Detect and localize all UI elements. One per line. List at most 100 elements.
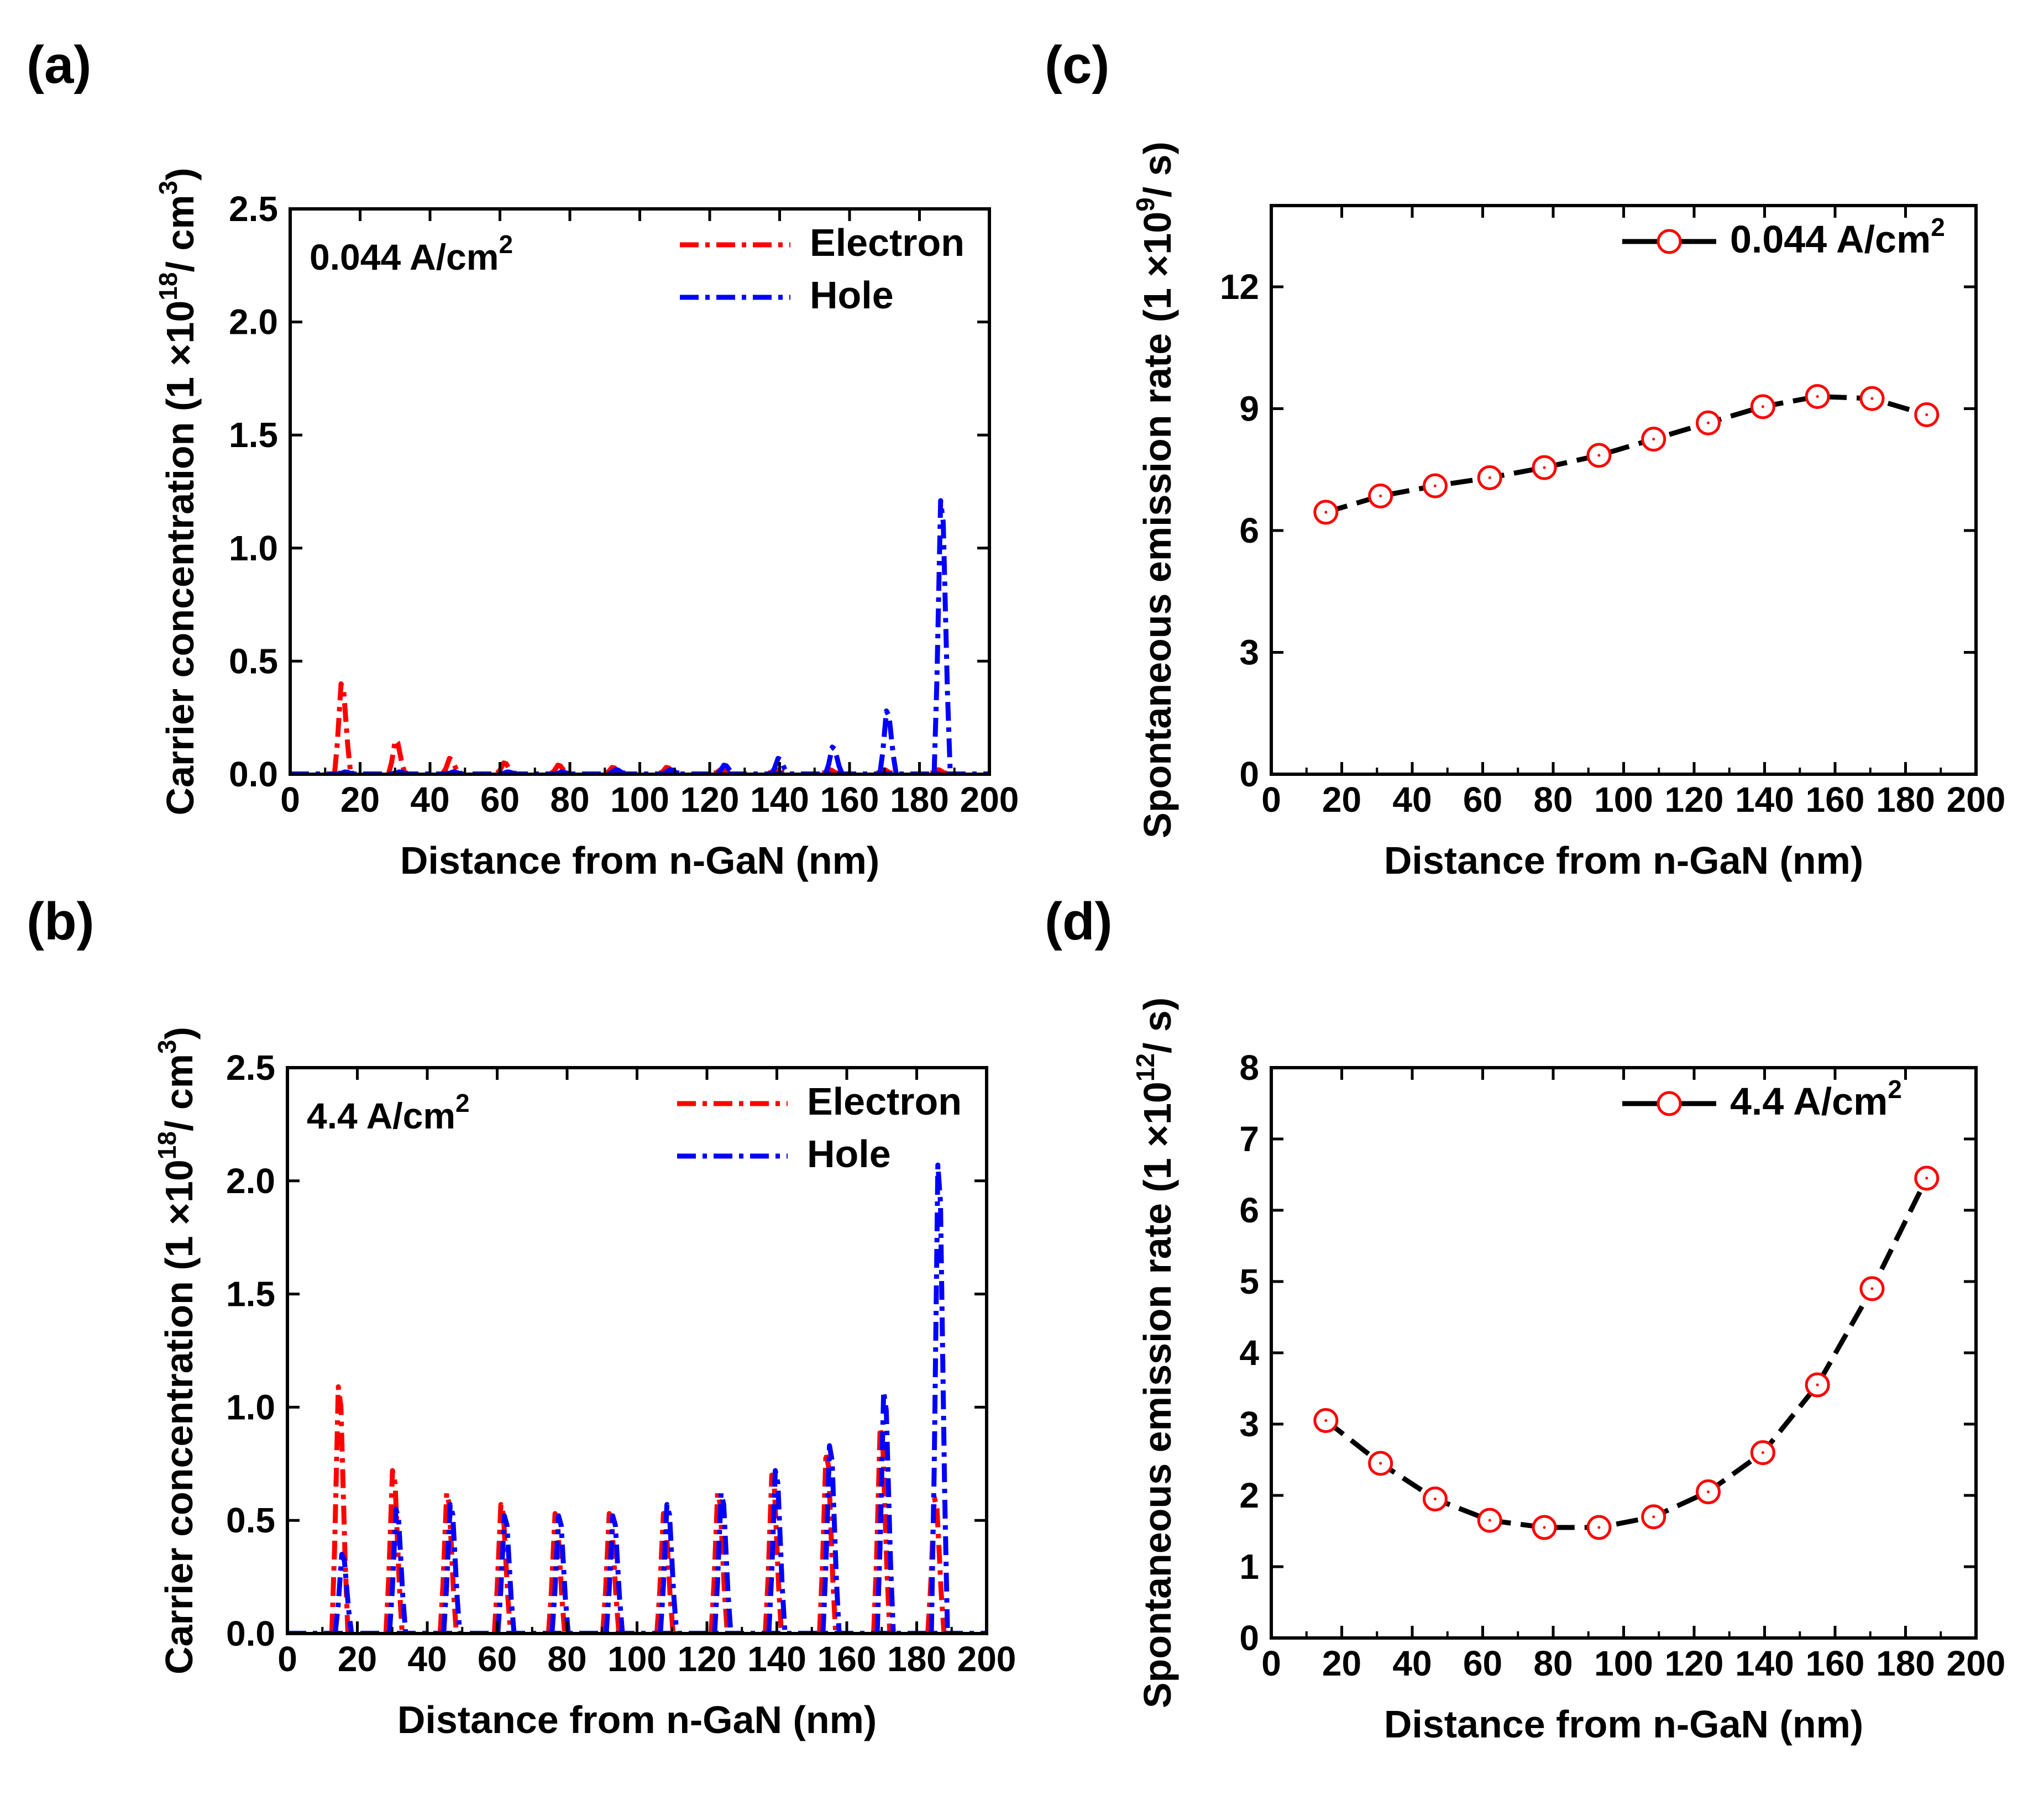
x-tick-label: 140 — [747, 1639, 806, 1679]
well-peak-hole — [549, 1513, 571, 1633]
x-tick-label: 0 — [277, 1639, 297, 1679]
x-tick-label: 20 — [1322, 780, 1361, 820]
x-tick-label: 160 — [1806, 1644, 1865, 1683]
y-tick-label: 2.0 — [229, 302, 278, 342]
y-tick-label: 1.0 — [226, 1387, 275, 1427]
y-tick-label: 6 — [1239, 511, 1259, 550]
data-point-center — [1488, 476, 1491, 479]
panel-c: (c) 0 20 40 60 80 100 120 140 160 180 200 0 3 6 9 12 Dist… — [1045, 35, 2005, 882]
data-point-center — [1543, 466, 1546, 469]
data-point-center — [1870, 397, 1874, 400]
panel-d: (d) 0 20 40 60 80 100 120 140 160 180 200 0 1 2 3 4 5 6 7 8 D… — [1045, 892, 2005, 1746]
y-axis-title: Spontaneous emission rate (1 ×109/ s) — [1131, 141, 1179, 838]
well-peak-hole — [495, 1513, 517, 1633]
y-tick-label: 5 — [1239, 1262, 1259, 1301]
x-tick-label: 180 — [1876, 1644, 1935, 1683]
y-tick-label: 2.5 — [229, 189, 278, 229]
x-tick-label: 60 — [1463, 1644, 1502, 1683]
x-tick-label: 80 — [1533, 780, 1573, 820]
legend-swatch-marker — [1657, 1091, 1682, 1116]
x-tick-label: 40 — [410, 780, 449, 820]
well-peak-hole — [716, 763, 735, 774]
legend-label-hole: Hole — [810, 274, 894, 317]
data-point-center — [1543, 1526, 1546, 1529]
y-tick-label: 4 — [1239, 1333, 1259, 1373]
y-tick-label: 7 — [1239, 1119, 1259, 1159]
x-tick-label: 180 — [890, 780, 949, 820]
data-point-center — [1597, 454, 1601, 457]
x-tick-label: 200 — [1947, 1644, 2006, 1683]
x-tick-label: 20 — [338, 1639, 377, 1679]
legend-label: 4.4 A/cm2 — [1730, 1075, 1902, 1123]
x-tick-label: 0 — [1261, 780, 1281, 820]
panel-a: (a) 0 20 40 60 80 100 120 140 160 180 200 0.0 0.5 1.0 1… — [27, 35, 1019, 882]
data-point-center — [1597, 1526, 1601, 1529]
well-peak-hole — [820, 1443, 842, 1633]
well-peak-hole — [929, 1162, 950, 1633]
data-point-center — [1707, 1490, 1710, 1494]
x-axis-title: Distance from n-GaN (nm) — [400, 839, 879, 882]
data-point-center — [1379, 1462, 1382, 1465]
x-tick-label: 60 — [478, 1639, 517, 1679]
plot-area — [1313, 384, 1940, 525]
well-peak-electron — [437, 1490, 459, 1633]
y-tick-label: 6 — [1239, 1190, 1259, 1230]
x-tick-label: 180 — [1876, 780, 1935, 820]
x-axis-title: Distance from n-GaN (nm) — [1384, 1703, 1863, 1746]
x-axis-title: Distance from n-GaN (nm) — [1384, 839, 1863, 882]
x-tick-label: 80 — [1533, 1644, 1573, 1683]
x-tick-label: 120 — [1665, 1644, 1724, 1683]
data-point-center — [1324, 511, 1328, 514]
well-peak-electron — [383, 1468, 405, 1633]
x-tick-label: 40 — [1392, 1644, 1432, 1683]
y-tick-label: 0.0 — [229, 754, 278, 794]
well-peak-electron — [329, 1384, 350, 1633]
well-peak-electron — [709, 1490, 730, 1633]
x-tick-label: 20 — [1322, 1644, 1361, 1683]
legend-label-hole: Hole — [807, 1132, 891, 1175]
x-tick-label: 180 — [887, 1639, 946, 1679]
panel-label: (c) — [1045, 35, 1109, 94]
x-tick-label: 100 — [1594, 1644, 1653, 1683]
y-tick-label: 9 — [1239, 389, 1259, 429]
x-tick-label: 140 — [750, 780, 809, 820]
data-point-center — [1761, 405, 1764, 408]
y-tick-label: 0 — [1239, 1618, 1259, 1658]
y-axis-title: Carrier concentration (1 ×1018/ cm3) — [153, 1027, 201, 1674]
x-tick-label: 140 — [1735, 1644, 1794, 1683]
x-tick-label: 80 — [550, 780, 589, 820]
legend-label-electron: Electron — [810, 221, 965, 264]
well-peak-hole — [769, 755, 790, 774]
x-tick-label: 160 — [1806, 780, 1865, 820]
x-tick-label: 200 — [1947, 780, 2006, 820]
x-tick-label: 140 — [1735, 780, 1794, 820]
y-tick-label: 0.0 — [226, 1614, 275, 1653]
well-peak-hole — [658, 1502, 679, 1633]
y-axis-title: Spontaneous emission rate (1 ×1012/ s) — [1131, 997, 1179, 1708]
data-point-center — [1379, 495, 1382, 498]
well-peak-hole — [333, 1552, 354, 1633]
current-density-annotation: 4.4 A/cm2 — [307, 1089, 470, 1136]
x-tick-label: 100 — [610, 780, 669, 820]
well-peak-hole — [931, 498, 953, 774]
well-peak-hole — [823, 744, 845, 774]
panel-label: (d) — [1045, 892, 1113, 951]
legend-label-electron: Electron — [807, 1080, 962, 1123]
x-tick-label: 120 — [678, 1639, 737, 1679]
data-point-center — [1816, 1383, 1819, 1387]
well-peak-electron — [549, 763, 569, 774]
x-tick-label: 160 — [820, 780, 879, 820]
data-point-center — [1488, 1519, 1491, 1522]
data-point-center — [1925, 413, 1928, 417]
well-peak-hole — [441, 1502, 463, 1633]
well-peak-electron — [441, 755, 462, 774]
x-tick-label: 60 — [1463, 780, 1502, 820]
legend-swatch-marker — [1657, 229, 1682, 254]
y-tick-label: 0.5 — [226, 1500, 275, 1540]
x-tick-label: 0 — [1261, 1644, 1281, 1683]
well-peak-hole — [874, 1389, 896, 1633]
panel-label: (b) — [27, 892, 95, 951]
legend-label: 0.044 A/cm2 — [1730, 213, 1945, 261]
y-tick-label: 3 — [1239, 633, 1259, 673]
